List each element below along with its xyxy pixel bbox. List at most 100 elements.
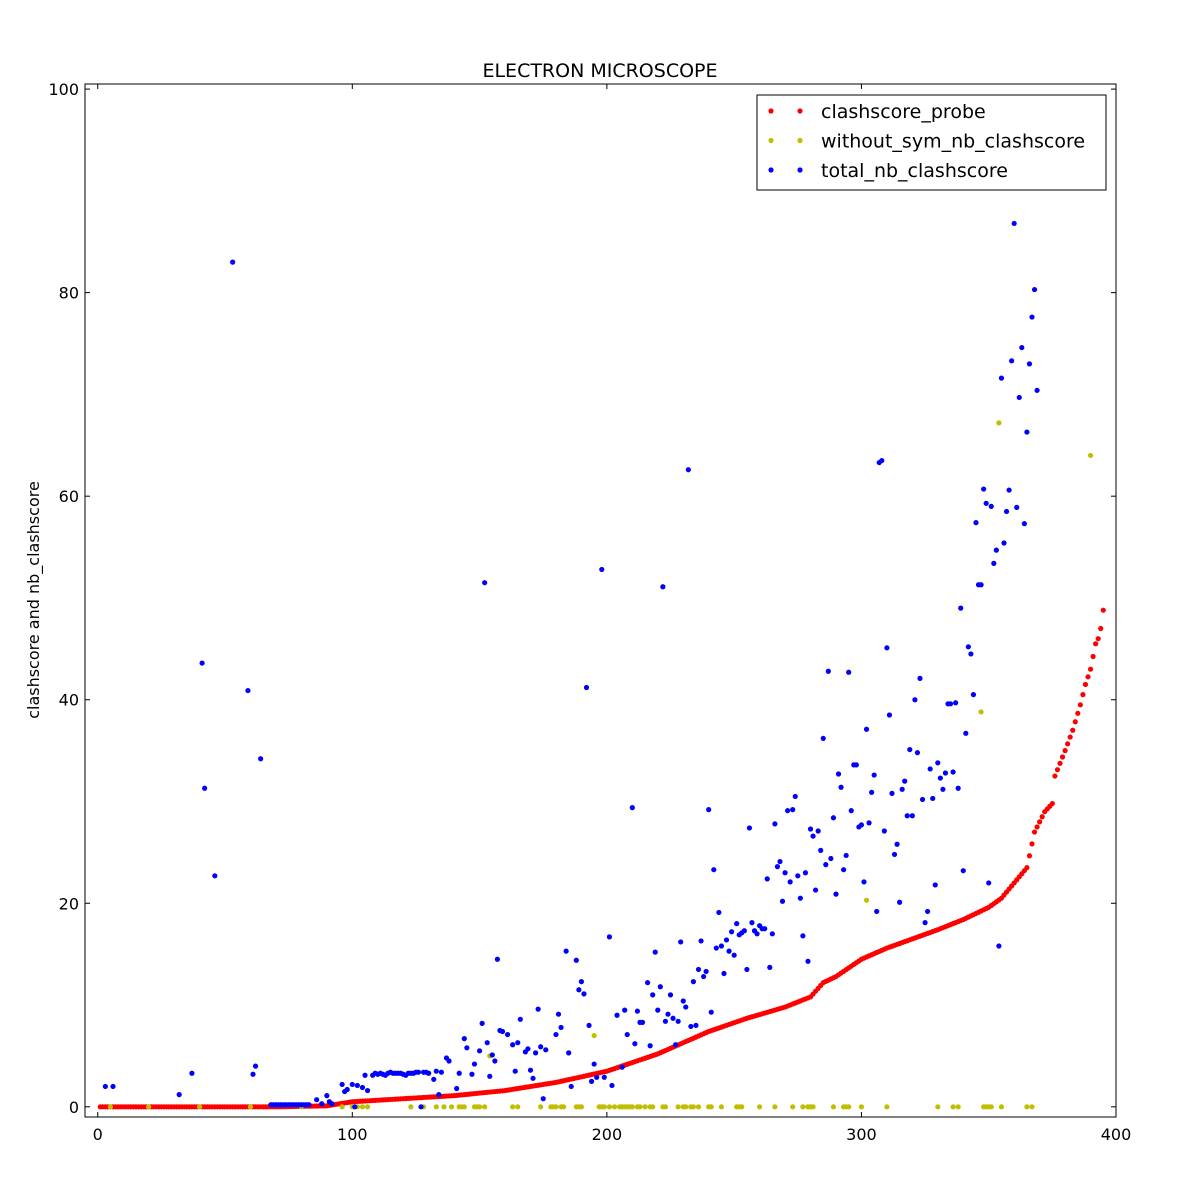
- data-point: [1062, 748, 1068, 754]
- legend-marker: [768, 167, 774, 173]
- data-point: [965, 644, 971, 650]
- data-point: [644, 980, 651, 986]
- data-point: [858, 1104, 865, 1110]
- data-point: [563, 948, 569, 954]
- data-point: [1003, 508, 1010, 515]
- data-point: [515, 1040, 521, 1046]
- data-point: [800, 933, 806, 939]
- data-point: [902, 778, 908, 784]
- x-tick-label: 0: [93, 1125, 103, 1144]
- data-point: [935, 1104, 941, 1110]
- data-point: [723, 937, 730, 943]
- data-point: [588, 1078, 595, 1084]
- data-point: [1085, 674, 1091, 680]
- data-point: [914, 750, 921, 756]
- data-point: [950, 769, 956, 775]
- data-point: [619, 1064, 625, 1070]
- data-point: [629, 805, 635, 811]
- data-point: [637, 1104, 643, 1110]
- data-point: [199, 660, 205, 666]
- data-point: [764, 876, 770, 882]
- data-point: [988, 1104, 994, 1110]
- data-point: [955, 785, 961, 791]
- data-point: [1011, 220, 1017, 227]
- data-point: [935, 760, 941, 766]
- data-point: [189, 1070, 195, 1076]
- data-point: [657, 984, 663, 990]
- data-point: [319, 1101, 325, 1107]
- x-tick-label: 300: [846, 1125, 877, 1144]
- data-point: [970, 692, 977, 698]
- data-point: [667, 992, 674, 998]
- data-point: [981, 486, 987, 492]
- data-point: [996, 943, 1002, 949]
- data-point: [489, 1052, 495, 1058]
- data-point: [568, 1083, 574, 1090]
- data-point: [955, 1104, 961, 1110]
- data-point: [344, 1086, 350, 1093]
- data-point: [110, 1083, 116, 1090]
- data-point: [591, 1061, 597, 1067]
- data-point: [306, 1102, 312, 1108]
- data-point: [858, 822, 865, 828]
- data-point: [642, 1104, 648, 1110]
- data-point: [716, 909, 722, 916]
- data-point: [1014, 504, 1020, 510]
- legend: clashscore_probe without_sym_nb_clashscor…: [756, 94, 1107, 191]
- data-point: [810, 1104, 816, 1110]
- data-point: [499, 1028, 506, 1035]
- chart-title: ELECTRON MICROSCOPE: [482, 60, 717, 82]
- data-point: [823, 862, 829, 868]
- data-point: [438, 1069, 444, 1075]
- data-point: [622, 1007, 628, 1013]
- data-point: [749, 920, 755, 926]
- data-point: [1057, 760, 1063, 766]
- data-point: [1034, 387, 1040, 393]
- data-point: [573, 957, 579, 963]
- data-point: [785, 808, 791, 814]
- data-point: [591, 1032, 597, 1039]
- data-point: [807, 826, 814, 832]
- data-point: [1098, 625, 1104, 632]
- data-point: [690, 1104, 697, 1110]
- data-point: [566, 1050, 572, 1056]
- data-point: [863, 726, 870, 732]
- data-point: [757, 1104, 763, 1110]
- data-point: [1037, 819, 1043, 825]
- data-point: [889, 790, 895, 796]
- data-point: [1026, 853, 1033, 859]
- data-point: [1021, 521, 1027, 527]
- data-point: [359, 1084, 366, 1091]
- data-point: [683, 1004, 689, 1010]
- data-point: [960, 868, 966, 874]
- data-point: [810, 833, 816, 839]
- data-point: [797, 895, 803, 901]
- legend-marker: [797, 137, 803, 144]
- data-point: [690, 979, 697, 985]
- data-point: [986, 880, 992, 886]
- data-point: [476, 1048, 483, 1054]
- data-point: [675, 1104, 681, 1110]
- data-point: [792, 793, 798, 800]
- data-point: [492, 1058, 498, 1064]
- data-point: [448, 1104, 455, 1110]
- data-point: [535, 1006, 541, 1012]
- data-point: [802, 870, 809, 876]
- data-point: [1039, 814, 1045, 820]
- data-point: [247, 1104, 254, 1110]
- data-point: [754, 931, 760, 937]
- data-point: [512, 1068, 518, 1074]
- data-point: [553, 1031, 559, 1038]
- data-point: [996, 420, 1002, 426]
- data-point: [530, 1075, 536, 1081]
- data-point: [1087, 666, 1094, 672]
- axis-ticks: 0 100 200 300 400 0 20 40 60 80 100: [48, 80, 1131, 1144]
- data-point: [698, 938, 704, 944]
- data-point: [606, 934, 613, 940]
- data-point: [904, 813, 910, 819]
- data-point: [917, 675, 923, 681]
- data-point: [578, 1104, 585, 1110]
- data-point: [1070, 727, 1076, 733]
- data-point: [718, 1104, 725, 1110]
